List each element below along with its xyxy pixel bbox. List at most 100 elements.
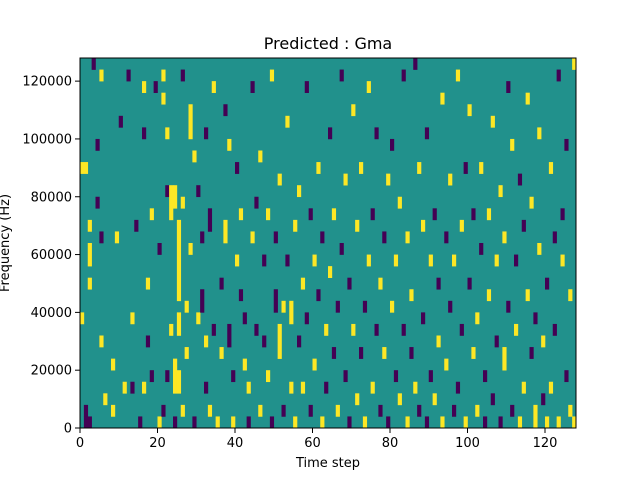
- heatmap-cell: [192, 150, 197, 163]
- heatmap-cell: [343, 173, 348, 186]
- heatmap-cell: [568, 404, 573, 417]
- heatmap-cell: [386, 173, 391, 186]
- heatmap-cell: [459, 219, 464, 232]
- heatmap-cell: [533, 312, 538, 325]
- heatmap-cell: [463, 416, 468, 429]
- heatmap-cell: [300, 277, 306, 290]
- heatmap-cell: [517, 173, 523, 186]
- heatmap-cell: [548, 162, 554, 174]
- heatmap-cell: [227, 323, 232, 348]
- heatmap-cell: [413, 58, 418, 70]
- heatmap-cell: [428, 254, 433, 267]
- heatmap-cell: [386, 416, 391, 429]
- heatmap-cell: [246, 381, 251, 394]
- heatmap-cell: [173, 358, 178, 394]
- heatmap-cell: [362, 300, 368, 313]
- heatmap-cell: [552, 323, 557, 336]
- heatmap-cell: [161, 92, 166, 105]
- heatmap-cell: [207, 208, 213, 232]
- heatmap-cell: [149, 370, 154, 383]
- heatmap-cell: [556, 416, 561, 429]
- y-tick-label: 120000: [22, 75, 72, 90]
- y-tick-label: 100000: [22, 132, 72, 147]
- y-axis: 0 20000 40000 60000 80000 100000 120000: [22, 75, 80, 437]
- heatmap-cell: [424, 416, 430, 429]
- heatmap-cell: [289, 300, 294, 325]
- heatmap-cell: [541, 335, 546, 348]
- heatmap-cell: [339, 243, 344, 255]
- heatmap-cell: [145, 277, 151, 290]
- heatmap-cell: [215, 416, 220, 429]
- heatmap-cell: [521, 381, 526, 394]
- heatmap-cell: [347, 277, 352, 290]
- heatmap-cell: [308, 404, 313, 417]
- y-tick-label: 60000: [31, 248, 72, 263]
- heatmap-cell: [335, 300, 340, 313]
- heatmap-cell: [417, 404, 422, 417]
- heatmap-cell: [324, 381, 329, 394]
- heatmap-cell: [362, 416, 368, 429]
- heatmap-cell: [572, 58, 577, 70]
- heatmap-cell: [273, 231, 278, 244]
- heatmap-cell: [227, 138, 232, 151]
- heatmap-cell: [165, 127, 170, 140]
- heatmap-cell: [421, 219, 426, 232]
- heatmap-cell: [564, 138, 569, 151]
- heatmap-cell: [250, 231, 255, 244]
- heatmap-cell: [498, 416, 503, 429]
- heatmap-cell: [471, 208, 476, 221]
- heatmap-cell: [207, 404, 213, 417]
- heatmap-cell: [405, 416, 410, 429]
- heatmap-cell: [111, 404, 116, 417]
- heatmap-cell: [188, 243, 193, 255]
- heatmap-cell: [467, 104, 472, 117]
- heatmap-cell: [568, 289, 573, 302]
- heatmap-cell: [421, 312, 426, 325]
- heatmap-cell: [161, 69, 166, 82]
- heatmap-cell: [417, 162, 422, 174]
- heatmap-cell: [479, 162, 484, 174]
- heatmap-cell: [142, 381, 147, 394]
- heatmap-cell: [533, 404, 538, 429]
- heatmap-cell: [273, 289, 278, 313]
- heatmap-cell: [285, 254, 290, 267]
- heatmap-cell: [525, 92, 530, 105]
- heatmap-cell: [173, 185, 178, 209]
- heatmap-cell: [351, 323, 356, 336]
- heatmap-cell: [250, 81, 255, 93]
- plot-area: [79, 57, 577, 429]
- heatmap-cell: [83, 404, 89, 417]
- heatmap-cell: [192, 416, 197, 429]
- heatmap-cell: [401, 323, 406, 336]
- heatmap-cell: [235, 162, 240, 174]
- heatmap-cell: [324, 323, 329, 336]
- heatmap-cell: [521, 219, 526, 232]
- heatmap-cell: [204, 127, 209, 140]
- heatmap-cell: [455, 69, 461, 82]
- heatmap-cell: [169, 185, 174, 221]
- heatmap-cell: [331, 208, 337, 221]
- heatmap-cell: [184, 347, 189, 359]
- heatmap-cell: [219, 277, 224, 290]
- heatmap-cell: [99, 335, 104, 348]
- heatmap-cell: [258, 150, 263, 163]
- heatmap-cell: [312, 254, 317, 267]
- heatmap-cell: [238, 289, 244, 302]
- heatmap-cell: [126, 69, 131, 82]
- heatmap-cell: [196, 185, 201, 198]
- heatmap-cell: [103, 393, 108, 406]
- heatmap-cell: [169, 323, 174, 336]
- heatmap-cell: [80, 312, 85, 325]
- heatmap-cell: [351, 104, 356, 117]
- heatmap-cell: [382, 347, 387, 359]
- heatmap-cell: [262, 254, 267, 267]
- heatmap-cell: [258, 404, 263, 417]
- heatmap-cell: [436, 277, 441, 290]
- heatmap-cell: [529, 347, 534, 359]
- heatmap-cell: [285, 115, 290, 128]
- heatmap-cell: [111, 358, 116, 371]
- x-tick-label: 100: [455, 436, 480, 451]
- heatmap-cell: [161, 404, 166, 417]
- heatmap-cell: [359, 162, 364, 174]
- heatmap-cell: [157, 416, 162, 429]
